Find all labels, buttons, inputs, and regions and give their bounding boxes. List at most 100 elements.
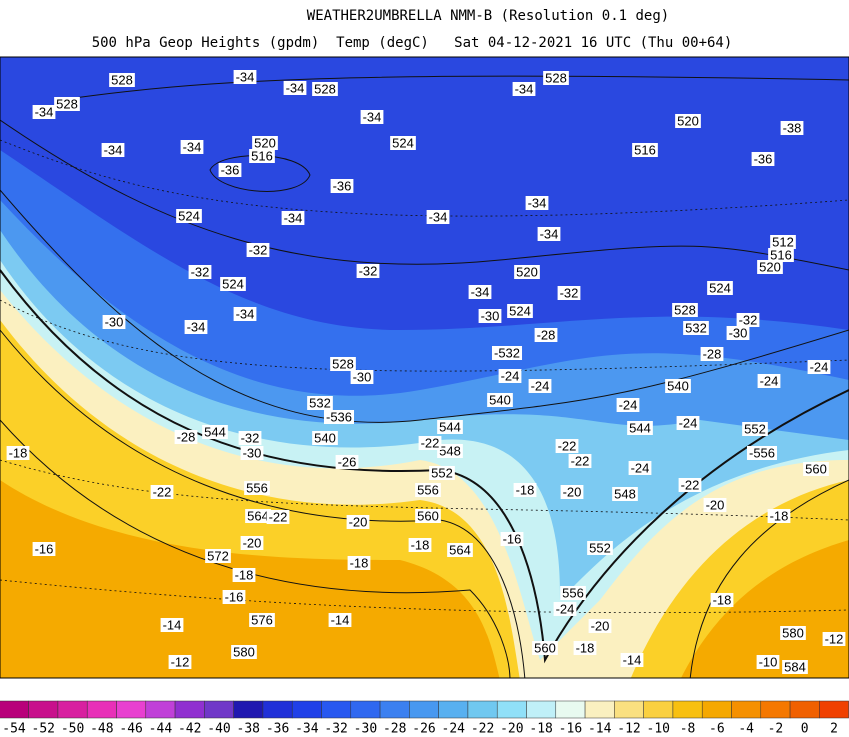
contour-label: -24 [807,359,831,374]
label-text: -34 [286,80,305,95]
label-text: -30 [353,369,372,384]
label-text: -36 [333,178,352,193]
label-text: 552 [431,465,453,480]
label-text: -38 [783,120,802,135]
label-box [675,114,701,128]
label-box [109,73,135,87]
label-text: -20 [243,535,262,550]
label-box [233,70,257,84]
label-box [347,556,371,570]
label-box [498,369,522,383]
label-text: 516 [251,148,273,163]
contour-label: -34 [184,319,208,334]
label-box [174,430,198,444]
label-text: 544 [204,424,226,439]
contour-label: -38 [780,120,804,135]
contour-label: 560 [415,508,441,523]
label-box [632,143,658,157]
colorbar-label: -26 [412,722,435,737]
contour-label: -12 [822,631,846,646]
colorbar-label: -54 [2,722,26,737]
label-box [32,542,56,556]
contour-label: -30 [240,445,264,460]
label-text: 564 [449,542,471,557]
label-box [700,347,724,361]
label-text: -32 [249,242,268,257]
colorbar-swatch [350,700,381,719]
label-box [102,315,126,329]
colorbar-label: -20 [500,722,523,737]
contour-label: -556 [746,445,778,460]
label-box [543,71,569,85]
label-box [418,436,442,450]
contour-label: 516 [632,142,658,157]
label-text: 524 [392,135,414,150]
contour-label: 560 [803,461,829,476]
contour-label: 520 [757,259,783,274]
contour-label: -34 [101,142,125,157]
colorbar-label: 2 [830,722,838,737]
label-box [252,136,278,150]
colorbar-label: -48 [90,722,113,737]
label-text: 580 [782,625,804,640]
label-box [568,454,592,468]
label-box [534,328,558,342]
contour-label: -24 [528,378,552,393]
colorbar-label: -44 [149,722,173,737]
label-text: -18 [350,555,369,570]
label-text: -32 [241,430,260,445]
colorbar-label: -6 [709,722,725,737]
label-text: 528 [332,356,354,371]
label-text: -22 [681,477,700,492]
label-box [487,393,513,407]
contour-label: -18 [232,567,256,582]
label-text: -24 [760,373,779,388]
label-text: 520 [254,135,276,150]
label-text: 560 [417,508,439,523]
contour-label: 552 [587,540,613,555]
colorbar-swatch [496,700,527,719]
label-text: 556 [417,482,439,497]
label-box [513,483,537,497]
contour-label: -36 [218,162,242,177]
colorbar-swatch [584,700,615,719]
colorbar-swatch [0,700,29,719]
label-box [628,461,652,475]
colorbar-swatch [233,700,264,719]
label-text: -34 [429,209,448,224]
contour-label: -34 [537,226,561,241]
label-text: -18 [411,537,430,552]
label-text: 528 [111,72,133,87]
label-box [757,374,781,388]
colorbar-swatch [789,700,820,719]
colorbar-label: -10 [647,722,670,737]
label-text: -30 [729,325,748,340]
label-box [726,326,750,340]
label-text: 572 [207,548,229,563]
colorbar-swatch [760,700,791,719]
label-box [168,655,192,669]
label-box [323,410,355,424]
contour-label: -34 [233,69,257,84]
contour-label: 540 [312,430,338,445]
contour-label: -20 [346,514,370,529]
label-text: -34 [236,306,255,321]
label-box [330,357,356,371]
contour-label: 564 [447,542,473,557]
label-text: 544 [439,419,461,434]
label-text: 548 [439,443,461,458]
label-text: -24 [810,359,829,374]
label-box [770,235,796,249]
label-text: 528 [314,81,336,96]
label-box [588,619,612,633]
label-text: -14 [623,652,642,667]
colorbar-label: -14 [588,722,612,737]
colorbar-swatch [204,700,234,719]
contour-label: -10 [756,654,780,669]
contour-label: -28 [534,327,558,342]
contour-label: 528 [543,70,569,85]
label-text: 532 [309,395,331,410]
label-box [555,439,579,453]
colorbar-label: -42 [178,722,201,737]
colorbar-label: -28 [383,722,406,737]
